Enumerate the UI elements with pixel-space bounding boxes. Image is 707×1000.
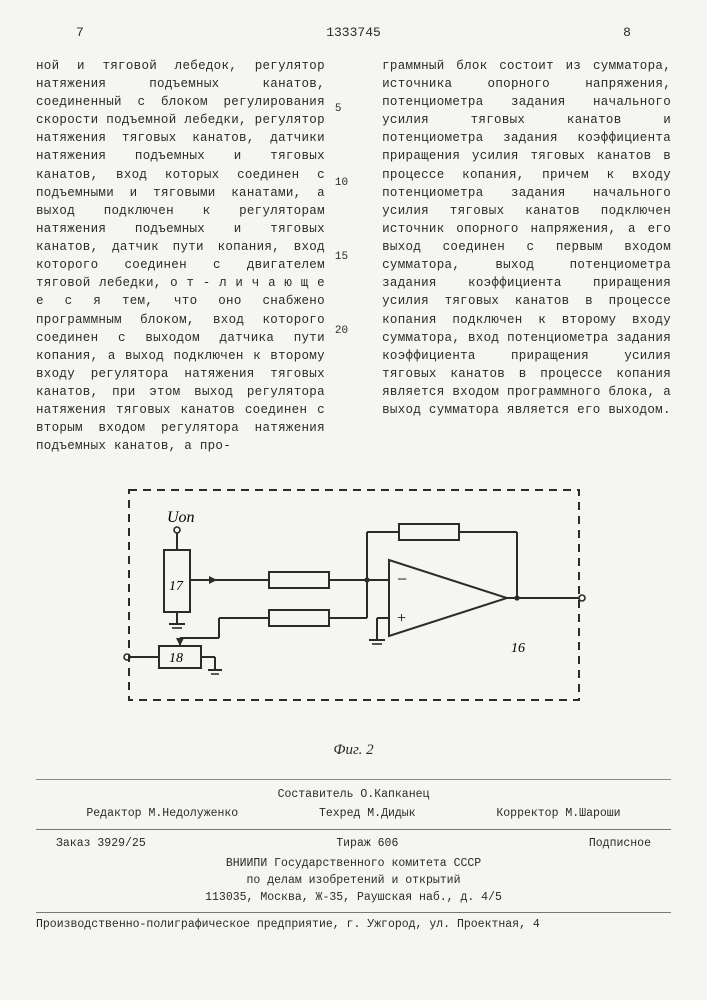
page-header: 7 1333745 8 [36,24,671,43]
uop-label: Uоп [167,509,195,526]
editor: Редактор М.Недолуженко [86,806,238,823]
tirazh: Тираж 606 [336,836,398,853]
text-columns: ной и тяговой лебедок, регулятор натяжен… [36,57,671,456]
techred: Техред М.Дидык [319,806,416,823]
left-column: ной и тяговой лебедок, регулятор натяжен… [36,57,325,456]
right-column: граммный блок состоит из сумматора, исто… [382,57,671,456]
ln-10: 10 [335,176,348,192]
box18-label: 18 [169,651,183,666]
pub-line3: 113035, Москва, Ж-35, Раушская наб., д. … [36,890,671,907]
box17-label: 17 [169,579,184,594]
doc-number: 1333745 [326,24,381,43]
podpis: Подписное [589,836,651,853]
footer: Производственно-полиграфическое предприя… [36,912,671,934]
corrector: Корректор М.Шароши [496,806,620,823]
page-left: 7 [76,24,84,43]
ln-5: 5 [335,102,348,118]
pub-line1: ВНИИПИ Государственного комитета СССР [36,856,671,873]
ln-15: 15 [335,250,348,266]
svg-text:−: − [397,569,407,589]
amp-label: 16 [511,641,525,656]
pub-line2: по делам изобретений и открытий [36,873,671,890]
credits-block: Составитель О.Капканец Редактор М.Недолу… [36,779,671,824]
publisher-block: ВНИИПИ Государственного комитета СССР по… [36,856,671,906]
composer: Составитель О.Капканец [36,787,671,804]
svg-text:+: + [397,610,406,627]
ln-20: 20 [335,324,348,340]
circuit-diagram: Uоп 17 − + [119,480,589,730]
figure-2: Uоп 17 − + [36,480,671,762]
line-numbers: 5 10 15 20 [335,57,348,456]
zakaz: Заказ 3929/25 [56,836,146,853]
divider [36,829,671,830]
page-right: 8 [623,24,631,43]
order-line: Заказ 3929/25 Тираж 606 Подписное [36,834,671,855]
figure-caption: Фиг. 2 [36,740,671,762]
